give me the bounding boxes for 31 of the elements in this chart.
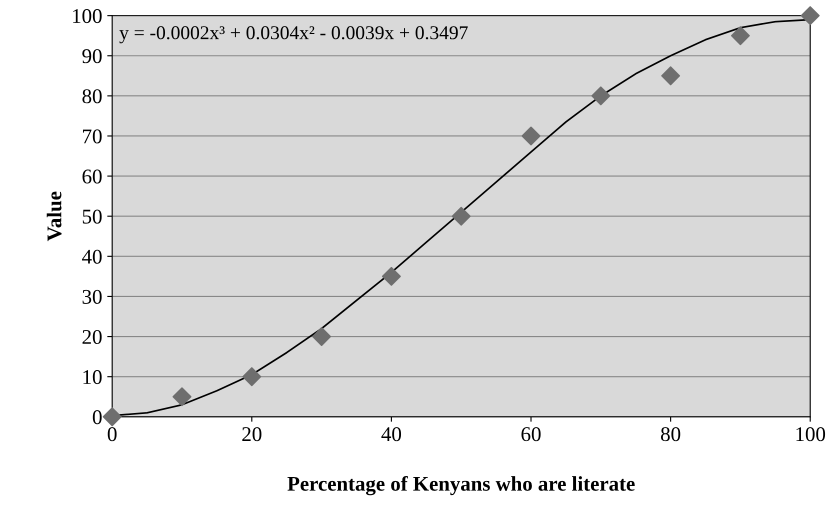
x-tick-label: 60 xyxy=(521,427,541,442)
x-tick-label: 80 xyxy=(660,427,680,442)
x-tick-label: 0 xyxy=(108,427,117,442)
y-tick-label: 80 xyxy=(82,89,102,104)
y-axis-title: Value xyxy=(46,192,62,242)
y-tick-label: 0 xyxy=(92,410,102,424)
y-tick-label: 100 xyxy=(73,9,102,24)
x-tick-label: 100 xyxy=(796,427,826,442)
y-tick-label: 50 xyxy=(82,210,102,224)
y-tick-label: 60 xyxy=(82,169,102,184)
point xyxy=(452,206,471,226)
y-tick-label: 10 xyxy=(83,370,102,384)
point xyxy=(800,6,820,26)
y-tick-label: 70 xyxy=(83,129,102,144)
x-axis-title: Percentage of Kenyans who are literate xyxy=(288,476,635,496)
y-tick-label: 30 xyxy=(82,290,102,304)
point xyxy=(102,407,122,426)
point xyxy=(382,266,401,286)
point xyxy=(522,126,540,146)
y-tick-label: 20 xyxy=(82,330,102,344)
point xyxy=(730,26,750,46)
y-tick-label: 90 xyxy=(82,49,102,64)
point xyxy=(312,327,332,346)
y-tick-label: 40 xyxy=(82,250,102,264)
annotation: y = -0.0002x³ + 0.0304x² - 0.0039x + 0.3497 xyxy=(119,26,468,44)
point xyxy=(661,66,680,86)
x-tick-label: 40 xyxy=(381,427,402,442)
x-tick-label: 20 xyxy=(242,427,262,442)
point xyxy=(172,387,192,406)
point xyxy=(242,367,262,386)
point xyxy=(591,86,610,106)
